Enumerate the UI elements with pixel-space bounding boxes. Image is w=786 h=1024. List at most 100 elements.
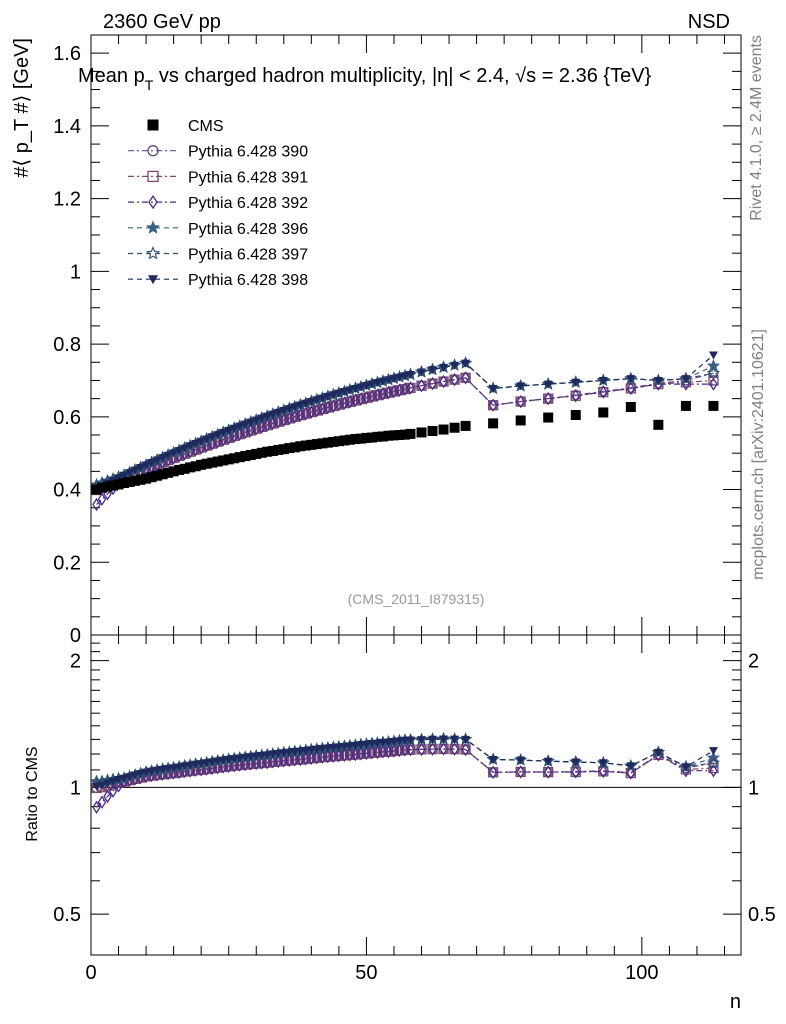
- series-point: [516, 382, 526, 391]
- ratio-point: [708, 762, 719, 774]
- ratio-point: [103, 779, 113, 788]
- series-point: [383, 376, 393, 385]
- series-point: [599, 385, 608, 399]
- series-point: [224, 426, 234, 435]
- ratio-point: [273, 750, 283, 759]
- series-point: [279, 406, 289, 415]
- legend-marker: [145, 220, 161, 234]
- ratio-point: [488, 765, 498, 780]
- series-point: [295, 401, 305, 410]
- cms-point: [350, 434, 361, 444]
- title-part2: vs charged hadron multiplicity,: [153, 65, 432, 87]
- series-point: [461, 371, 470, 385]
- x-tick-label: 50: [355, 962, 377, 984]
- main-ytick-label: 1.4: [53, 116, 81, 138]
- cms-point: [399, 429, 410, 440]
- series-point: [196, 437, 206, 446]
- series-point: [147, 459, 157, 468]
- series-line: [96, 377, 714, 505]
- ratio-point: [543, 757, 553, 766]
- main-ytick-label: 1.6: [53, 43, 81, 65]
- ratio-point: [417, 736, 427, 745]
- ratio-point: [306, 746, 316, 755]
- cms-point: [284, 443, 295, 454]
- ratio-point: [290, 748, 300, 757]
- ratio-point: [251, 752, 261, 761]
- series-point: [191, 440, 201, 449]
- ratio-point: [345, 742, 355, 751]
- ratio-axis-ticks: 0.5 0.5 1 1 2 2 0 50 100: [53, 635, 776, 984]
- cms-point: [311, 439, 322, 450]
- series-point: [185, 442, 195, 451]
- plot-title: Mean pT vs charged hadron multiplicity, …: [78, 65, 652, 93]
- cms-point: [278, 444, 289, 455]
- series-point: [367, 380, 377, 389]
- main-ytick-label: 1.2: [53, 189, 81, 211]
- main-ytick-label: 0.6: [53, 407, 81, 429]
- main-ytick-label: 0: [70, 625, 81, 647]
- legend-label: Pythia 6.428 398: [188, 272, 308, 289]
- ratio-point: [450, 742, 459, 756]
- cms-point: [152, 470, 163, 481]
- cms-point: [449, 422, 460, 433]
- ratio-point: [571, 765, 581, 779]
- ratio-point: [461, 742, 470, 757]
- ratio-ytick-label: 1: [70, 777, 81, 799]
- series-point: [229, 424, 239, 433]
- ratio-point: [400, 736, 410, 745]
- ratio-point: [383, 738, 393, 747]
- series-point: [136, 464, 146, 473]
- main-ytick-label: 0.8: [53, 334, 81, 356]
- cms-point: [124, 476, 135, 487]
- cms-point: [256, 447, 267, 458]
- cms-point: [377, 431, 388, 442]
- series-point: [406, 381, 415, 395]
- series-point: [450, 372, 459, 387]
- main-data-layer: [89, 351, 721, 512]
- series-point: [97, 492, 107, 506]
- legend-item: Pythia 6.428 397: [128, 246, 308, 264]
- series-point: [598, 376, 608, 385]
- title-eta: |η| < 2.4, √s = 2.36 {TeV}: [432, 65, 652, 87]
- ratio-point: [284, 748, 294, 757]
- cms-point: [119, 478, 130, 488]
- series-point: [268, 410, 278, 419]
- cms-point: [306, 439, 317, 450]
- cms-point: [113, 479, 124, 490]
- ratio-point: [317, 745, 327, 754]
- series-point: [345, 386, 355, 395]
- ratio-point: [163, 765, 173, 774]
- cms-point: [361, 432, 372, 443]
- ratio-point: [218, 756, 228, 765]
- main-ytick-label: 1: [70, 261, 81, 283]
- cms-point: [262, 446, 273, 457]
- cms-point: [130, 475, 141, 486]
- ratio-point: [681, 763, 691, 772]
- cms-point: [218, 455, 229, 466]
- ratio-point: [147, 767, 157, 776]
- ratio-point: [92, 800, 101, 814]
- main-axis-ticks: 0 0.2 0.4 0.6 0.8 1 1.2 1.4 1.6: [53, 35, 741, 647]
- cms-point: [179, 463, 190, 474]
- legend-item: CMS: [147, 118, 224, 135]
- ratio-point: [488, 755, 498, 764]
- ratio-point: [158, 765, 168, 774]
- ratio-point: [323, 744, 333, 753]
- ratio-ytick-label: 0.5: [53, 904, 81, 926]
- series-point: [163, 451, 173, 460]
- ratio-ytick-label: 2: [70, 651, 81, 673]
- legend-label: Pythia 6.428 396: [188, 221, 308, 238]
- cms-point: [234, 452, 245, 463]
- cms-point: [488, 418, 499, 429]
- series-point: [681, 375, 691, 384]
- ratio-point: [97, 795, 107, 809]
- cms-point: [295, 441, 306, 452]
- ratio-point: [108, 777, 118, 786]
- ratio-point: [356, 741, 366, 750]
- series-point: [240, 420, 250, 429]
- ratio-point: [152, 766, 162, 775]
- ratio-point: [339, 742, 349, 751]
- series-point: [158, 454, 168, 463]
- cms-point: [460, 420, 471, 431]
